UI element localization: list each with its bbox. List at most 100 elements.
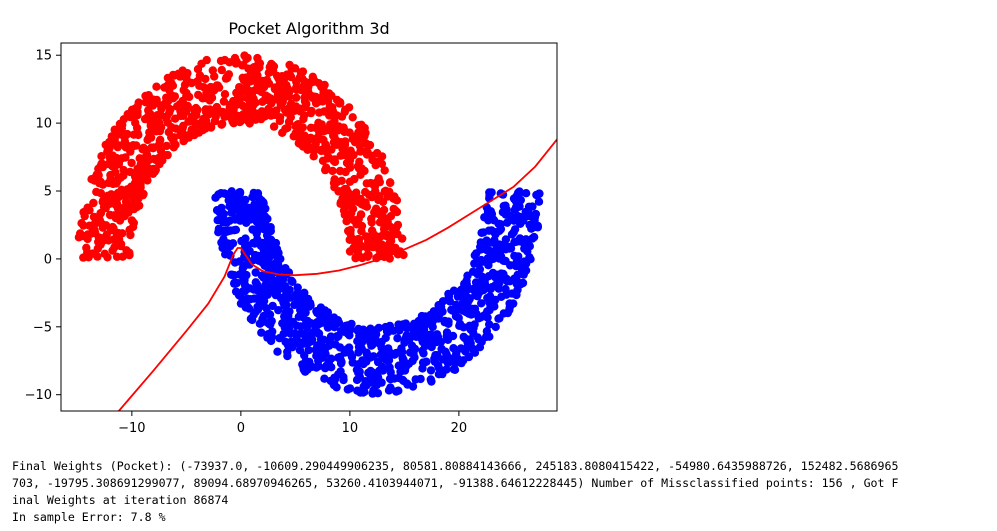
data-point [454,301,464,311]
data-point [254,212,264,222]
data-point [94,233,104,242]
data-point [375,218,385,227]
data-point [234,291,244,300]
data-point [510,251,519,261]
chart-title: Pocket Algorithm 3d [228,19,389,38]
data-point [494,284,503,293]
data-point [180,80,190,90]
data-point [156,123,166,132]
data-point [262,304,271,313]
data-point [167,78,176,88]
data-point [497,269,506,278]
data-point [292,93,301,102]
data-point [448,306,457,315]
data-point [489,216,499,225]
data-point [530,213,540,222]
data-point [363,243,372,253]
data-point [317,146,326,156]
data-point [448,331,458,341]
data-point [330,375,340,384]
data-point [79,208,88,217]
data-point [436,337,446,347]
data-point [108,154,118,164]
data-point [230,193,240,203]
data-point [258,76,267,86]
data-point [528,234,537,243]
data-point [336,199,345,208]
data-point [468,344,478,353]
data-point [264,261,273,270]
data-point [323,154,332,163]
data-point [201,116,211,126]
data-point [374,174,383,183]
data-point [187,78,196,88]
data-point [206,123,216,132]
data-point [320,374,329,383]
data-point [303,338,313,347]
data-point [515,187,524,196]
data-point [465,335,474,344]
data-point [495,226,504,236]
data-point [316,303,326,312]
data-point [156,146,166,156]
data-point [146,110,155,119]
decision-boundary-line [118,138,557,411]
data-point [113,128,122,137]
data-point [395,326,404,335]
data-point [179,136,188,146]
data-point [386,368,395,377]
data-point [371,160,380,170]
data-point [293,299,302,308]
scatter-points [74,51,544,398]
data-point [110,135,119,145]
data-point [281,295,291,305]
data-point [313,347,322,357]
x-tick-label: 0 [237,421,245,436]
data-point [325,102,335,111]
data-point [420,358,429,367]
data-point [362,357,371,366]
data-point [501,245,510,254]
data-point [496,220,505,229]
data-point [209,86,219,95]
output-line-4: In sample Error: 7.8 % [12,510,166,524]
data-point [92,187,101,197]
data-point [432,330,442,339]
data-point [155,136,165,146]
data-point [437,344,446,354]
data-point [491,322,500,332]
data-point [473,257,482,267]
data-point [385,239,394,248]
data-point [346,229,355,238]
data-point [145,166,154,175]
data-point [134,98,143,107]
data-point [486,285,495,294]
data-point [378,346,387,355]
data-point [400,366,410,375]
data-point [255,239,264,248]
data-point [302,78,311,87]
data-point [231,213,240,223]
data-point [345,160,354,169]
data-point [257,328,266,337]
data-point [421,320,430,329]
data-point [126,230,135,240]
data-point [76,229,85,238]
data-point [284,92,294,101]
data-point [94,170,103,179]
data-point [97,152,106,161]
data-point [398,353,407,363]
data-point [335,187,345,196]
data-point [275,116,285,126]
data-point [270,110,280,120]
data-point [264,104,273,114]
data-point [519,259,528,269]
data-point [171,140,180,149]
data-point [106,175,116,184]
data-point [505,305,514,315]
output-line-3: inal Weights at iteration 86874 [12,493,229,507]
data-point [350,138,360,147]
data-point [491,249,500,258]
data-point [258,97,267,107]
data-point [253,71,262,80]
